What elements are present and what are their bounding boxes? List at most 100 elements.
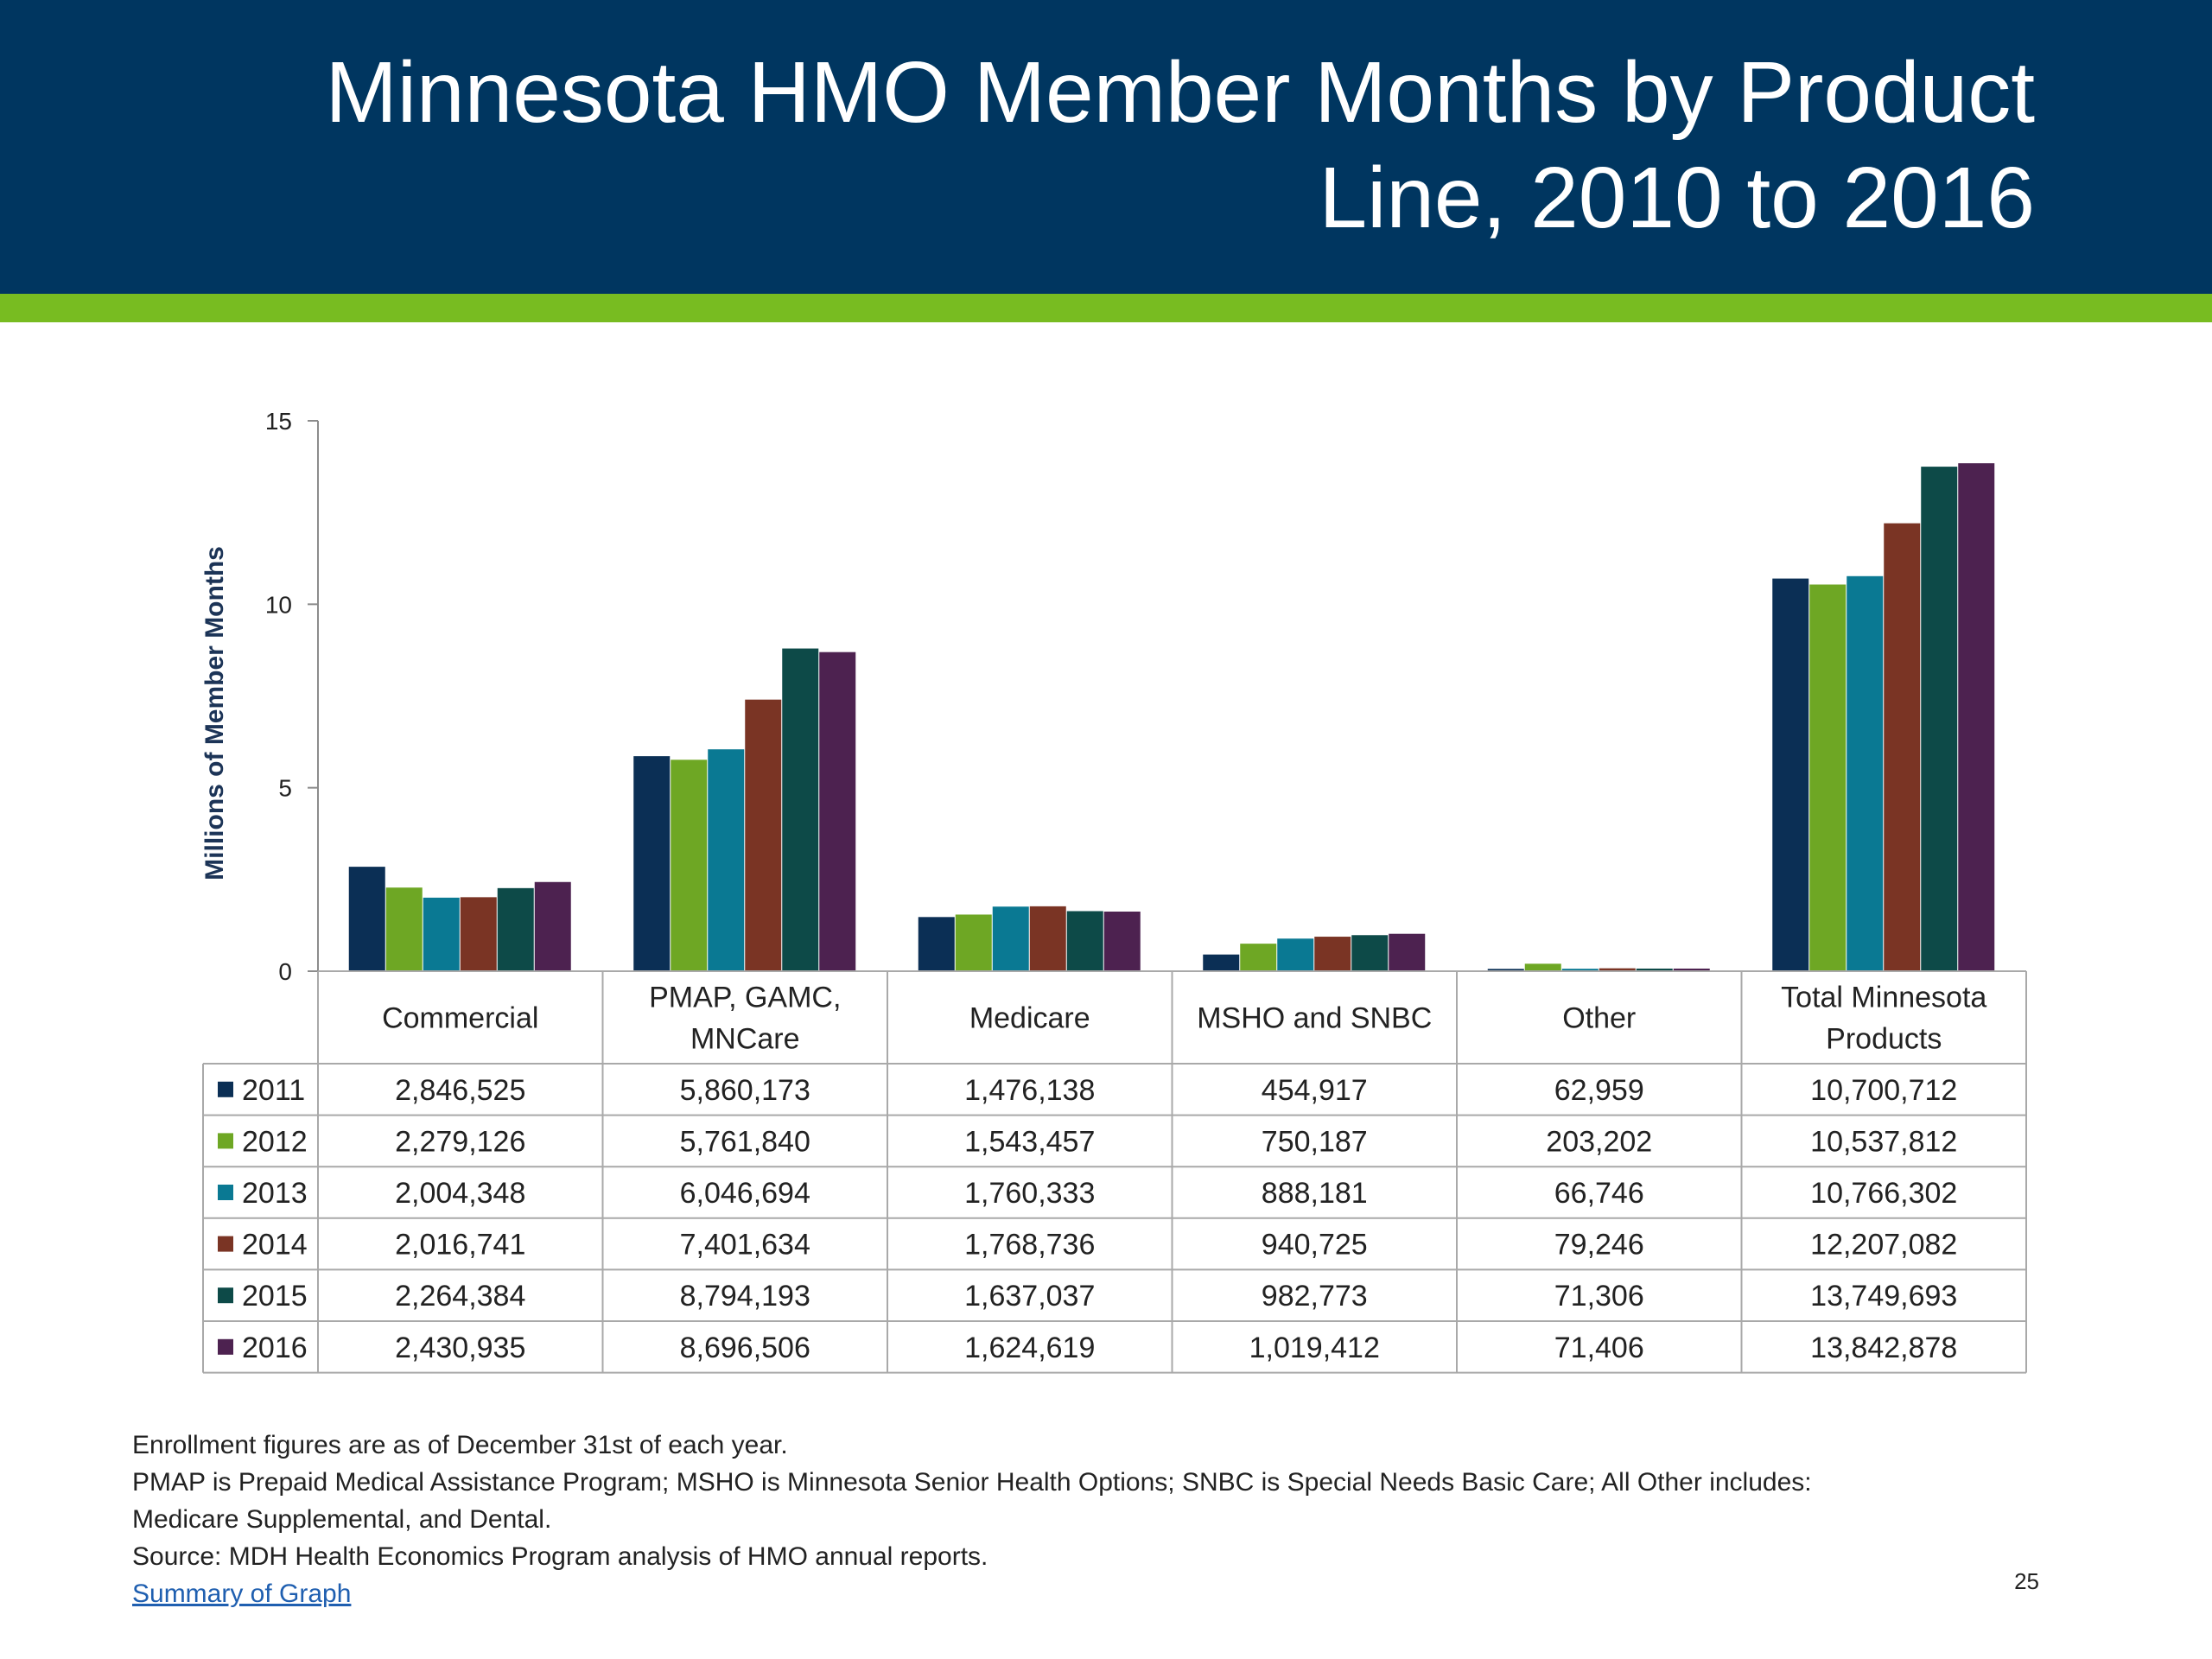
bar-2015-2 [1066,911,1103,971]
y-axis-label: Millions of Member Months [200,546,229,880]
bar-2013-1 [708,749,745,971]
bar-2014-3 [1314,937,1351,971]
bar-2011-5 [1772,578,1809,971]
data-label: 1,019,412 [1249,1332,1380,1364]
footnote-line: PMAP is Prepaid Medical Assistance Progr… [132,1468,1812,1497]
data-label: 10,766,302 [1810,1177,1957,1210]
y-tick-label: 0 [278,958,292,985]
category-label: PMAP, GAMC, [649,982,841,1014]
title-banner: Minnesota HMO Member Months by Product L… [0,0,2212,294]
bar-2013-5 [1847,575,1884,971]
data-label: 203,202 [1546,1125,1652,1158]
y-tick-label: 15 [265,408,292,435]
data-label: 1,476,138 [964,1074,1095,1107]
bar-2014-5 [1884,523,1921,971]
data-label: 10,700,712 [1810,1074,1957,1107]
footnote-line: Enrollment figures are as of December 31… [132,1431,788,1459]
legend-label-2014: 2014 [242,1229,308,1262]
legend-label-2011: 2011 [242,1074,305,1107]
category-label: Commercial [382,1002,538,1035]
legend-swatch-2012 [218,1133,233,1149]
data-label: 6,046,694 [680,1177,810,1210]
bar-2011-3 [1203,954,1240,971]
data-label: 2,004,348 [395,1177,525,1210]
data-label: 13,749,693 [1810,1280,1957,1313]
data-label: 2,016,741 [395,1229,525,1262]
data-label: 7,401,634 [680,1229,810,1262]
data-label: 888,181 [1262,1177,1368,1210]
legend-label-2012: 2012 [242,1125,308,1158]
footnote-line: Source: MDH Health Economics Program ana… [132,1542,988,1571]
data-label: 750,187 [1262,1125,1368,1158]
category-label: Products [1826,1023,1942,1056]
data-label: 2,264,384 [395,1280,525,1313]
y-tick-label: 10 [265,591,292,618]
bar-chart-with-data-table: 0 5 10 15 Millions of Member Months Commercia… [200,408,2027,1374]
bar-2013-3 [1277,938,1314,971]
data-label: 1,760,333 [964,1177,1095,1210]
legend-label-2015: 2015 [242,1280,308,1313]
legend-label-2016: 2016 [242,1332,308,1364]
bar-2014-1 [745,699,782,971]
bar-2015-1 [782,648,819,971]
bar-2012-1 [671,760,708,971]
data-label: 79,246 [1554,1229,1644,1262]
legend-label-2013: 2013 [242,1177,308,1210]
bar-2014-2 [1029,906,1066,971]
y-tick-label: 5 [278,775,292,802]
data-label: 5,761,840 [680,1125,810,1158]
data-label: 13,842,878 [1810,1332,1957,1364]
bar-2016-0 [534,881,571,971]
bar-2011-2 [918,917,955,971]
legend-swatch-2014 [218,1236,233,1252]
data-label: 66,746 [1554,1177,1644,1210]
bar-2013-2 [992,906,1029,971]
data-label: 1,543,457 [964,1125,1095,1158]
data-label: 8,696,506 [680,1332,810,1364]
bar-2012-0 [385,887,423,971]
bar-2015-3 [1351,935,1389,971]
data-label: 1,637,037 [964,1280,1095,1313]
legend-swatch-2013 [218,1185,233,1200]
legend-swatch-2016 [218,1338,233,1355]
legend-swatch-2011 [218,1081,233,1097]
bar-2012-3 [1240,944,1277,971]
data-label: 8,794,193 [680,1280,810,1313]
category-label: Total Minnesota [1781,982,1986,1014]
bar-2011-0 [348,867,385,971]
bar-2016-5 [1958,463,1995,971]
bar-2011-4 [1487,969,1524,971]
bar-2015-0 [497,887,534,971]
bar-2016-4 [1673,968,1710,971]
data-label: 10,537,812 [1810,1125,1957,1158]
data-label: 62,959 [1554,1074,1644,1107]
accent-bar [0,294,2212,322]
data-label: 71,406 [1554,1332,1644,1364]
bar-2016-1 [819,652,856,971]
summary-of-graph-link[interactable]: Summary of Graph [132,1580,352,1608]
bar-2015-4 [1636,968,1673,971]
footnote-line: Medicare Supplemental, and Dental. [132,1505,552,1534]
bar-2016-2 [1103,912,1141,971]
bar-2014-4 [1599,968,1636,971]
data-label: 454,917 [1262,1074,1368,1107]
bar-2012-5 [1809,584,1847,971]
data-label: 940,725 [1262,1229,1368,1262]
footnotes: Enrollment figures are as of December 31… [132,1427,2033,1612]
legend-swatch-2015 [218,1287,233,1304]
bar-2015-5 [1921,467,1958,971]
bar-2012-2 [955,914,992,971]
bar-2013-4 [1561,969,1599,971]
page-title: Minnesota HMO Member Months by Product L… [325,44,2035,246]
data-label: 71,306 [1554,1280,1644,1313]
data-label: 982,773 [1262,1280,1368,1313]
category-label: MNCare [690,1023,800,1056]
data-label: 1,624,619 [964,1332,1095,1364]
bar-2011-1 [633,756,671,971]
bar-2013-0 [423,897,460,971]
bar-2012-4 [1524,963,1561,971]
data-label: 2,430,935 [395,1332,525,1364]
category-label: MSHO and SNBC [1197,1002,1432,1035]
bar-2016-3 [1389,933,1426,971]
page-number: 25 [2014,1568,2039,1594]
